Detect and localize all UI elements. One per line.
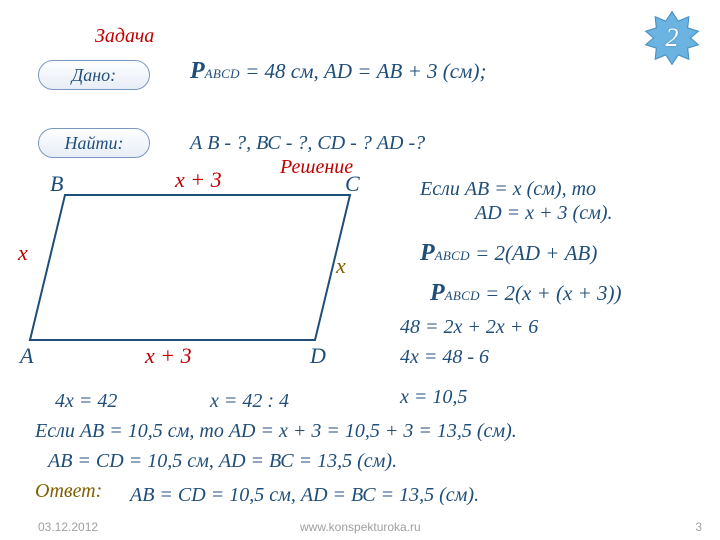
f2-rest: = 2(x + (х + 3)) <box>480 281 622 305</box>
edge-top: х + 3 <box>175 167 222 193</box>
footer-date: 03.12.2012 <box>38 520 98 534</box>
formula1: PABCD = 2(AD + АВ) <box>420 240 597 267</box>
perimeter-sub: ABCD <box>205 66 240 81</box>
vertex-A: А <box>20 343 33 369</box>
slide-number: 2 <box>644 10 700 66</box>
solution-line2: АD = х + 3 (см). <box>475 202 613 225</box>
vertex-B: В <box>50 171 63 197</box>
given-label: Дано: <box>72 65 116 86</box>
concl2: АВ = СD = 10,5 см, АD = ВС = 13,5 (см). <box>48 450 397 473</box>
edge-bottom: х + 3 <box>145 343 192 369</box>
footer-page: 3 <box>695 520 702 534</box>
given-pill: Дано: <box>38 60 150 90</box>
eq4: х = 42 : 4 <box>210 390 289 413</box>
concl1: Если АВ = 10,5 см, то АD = х + 3 = 10,5 … <box>35 420 517 443</box>
eq2: 4х = 48 - 6 <box>400 346 489 369</box>
f2-sub: ABCD <box>445 288 480 303</box>
find-text: А В - ?, ВС - ?, СD - ? АD -? <box>190 132 425 155</box>
perimeter-P: Р <box>190 58 205 84</box>
given-rest: = 48 см, АD = АВ + 3 (см); <box>240 59 487 83</box>
find-label: Найти: <box>65 133 124 154</box>
f1-rest: = 2(AD + АВ) <box>470 241 597 265</box>
vertex-C: С <box>345 171 360 197</box>
given-text: РABCD = 48 см, АD = АВ + 3 (см); <box>190 58 486 85</box>
eq5: х = 10,5 <box>400 386 467 409</box>
f1-P: P <box>420 240 435 266</box>
edge-left: х <box>18 240 28 266</box>
formula2: PABCD = 2(x + (х + 3)) <box>430 280 622 307</box>
f1-sub: ABCD <box>435 248 470 263</box>
answer-text: АВ = СD = 10,5 см, АD = ВС = 13,5 (см). <box>130 484 479 507</box>
find-pill: Найти: <box>38 128 150 158</box>
footer-url: www.konspekturoka.ru <box>300 520 421 534</box>
eq1: 48 = 2x + 2х + 6 <box>400 316 538 339</box>
task-label: Задача <box>95 25 154 48</box>
answer-label: Ответ: <box>35 480 102 503</box>
solution-label: Решение <box>280 156 353 179</box>
vertex-D: D <box>310 343 326 369</box>
eq3: 4х = 42 <box>55 390 117 413</box>
solution-line1: Если АВ = х (см), то <box>420 178 596 201</box>
f2-P: P <box>430 280 445 306</box>
parallelogram-figure: В С А D х + 3 х + 3 х х <box>20 185 380 365</box>
edge-right: х <box>336 253 346 279</box>
slide-number-badge: 2 <box>644 10 700 66</box>
